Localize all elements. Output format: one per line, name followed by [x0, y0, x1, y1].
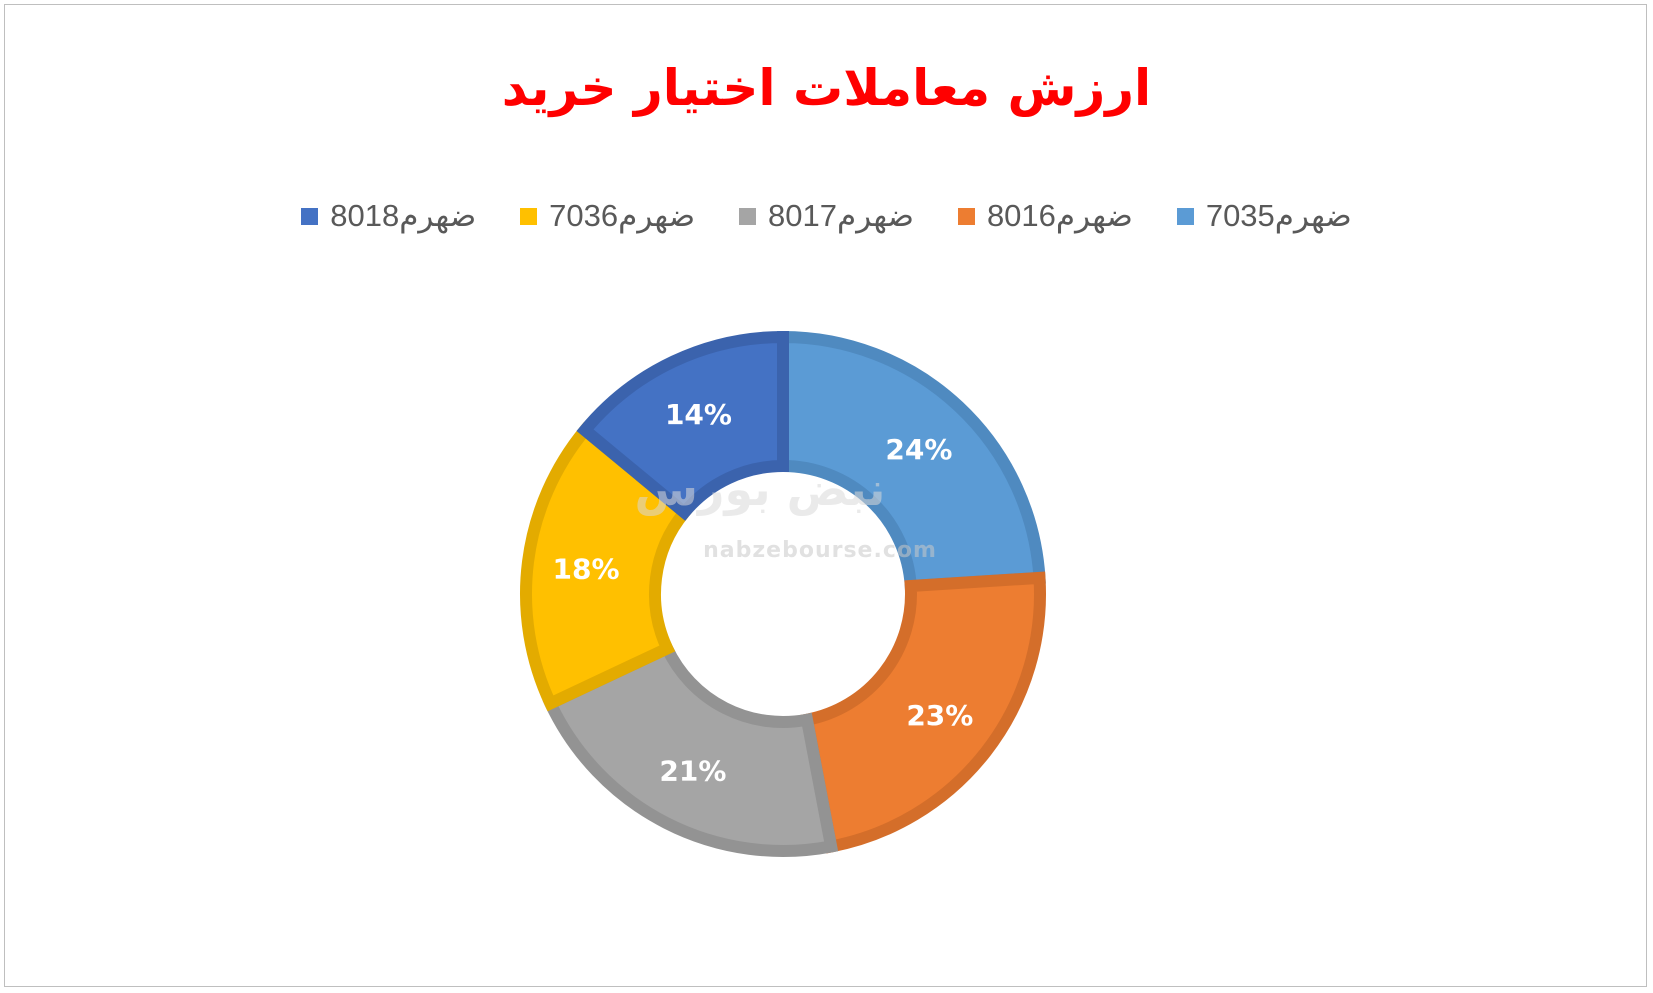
watermark-logo: نبض بورس	[635, 462, 886, 516]
slice-label-2: 21%	[659, 754, 726, 787]
legend-swatch-1	[957, 207, 975, 225]
legend-swatch-2	[739, 207, 757, 225]
legend-item-4: ضهرم8018	[301, 198, 476, 234]
chart-legend: ضهرم8018 ضهرم7036 ضهرم8017 ضهرم8016 ضهرم7035	[0, 198, 1653, 234]
watermark-site: nabzebourse.com	[703, 538, 937, 563]
chart-slices	[520, 330, 1046, 857]
legend-label-3: ضهرم7036	[549, 198, 696, 233]
slice-label-0: 24%	[885, 433, 952, 466]
slice-3	[520, 421, 693, 712]
legend-label-4: ضهرم8018	[330, 198, 477, 233]
slice-label-3: 18%	[553, 553, 620, 586]
legend-swatch-3	[520, 207, 538, 225]
slice-label-4: 14%	[665, 398, 732, 431]
slice-4	[576, 330, 789, 521]
legend-label-2: ضهرم8017	[768, 198, 914, 233]
slice-0	[777, 330, 1046, 593]
legend-label-1: ضهرم8016	[986, 198, 1133, 233]
slice-2	[542, 640, 839, 857]
slice-label-1: 23%	[906, 699, 973, 732]
legend-swatch-4	[301, 207, 319, 225]
legend-item-1: ضهرم8016	[957, 198, 1133, 234]
legend-item-3: ضهرم7036	[520, 198, 695, 234]
watermark: نبض بورس nabzebourse.com	[635, 462, 937, 563]
legend-swatch-0	[1176, 207, 1194, 225]
chart-title: ارزش معاملات اختیار خرید	[501, 59, 1152, 117]
chart-data-labels: 24% 23% 21% 18% 14%	[553, 398, 974, 787]
legend-item-0: ضهرم7035	[1176, 198, 1352, 234]
legend-label-0: ضهرم7035	[1205, 198, 1352, 233]
legend-item-2: ضهرم8017	[739, 198, 914, 234]
slice-1	[799, 571, 1046, 854]
